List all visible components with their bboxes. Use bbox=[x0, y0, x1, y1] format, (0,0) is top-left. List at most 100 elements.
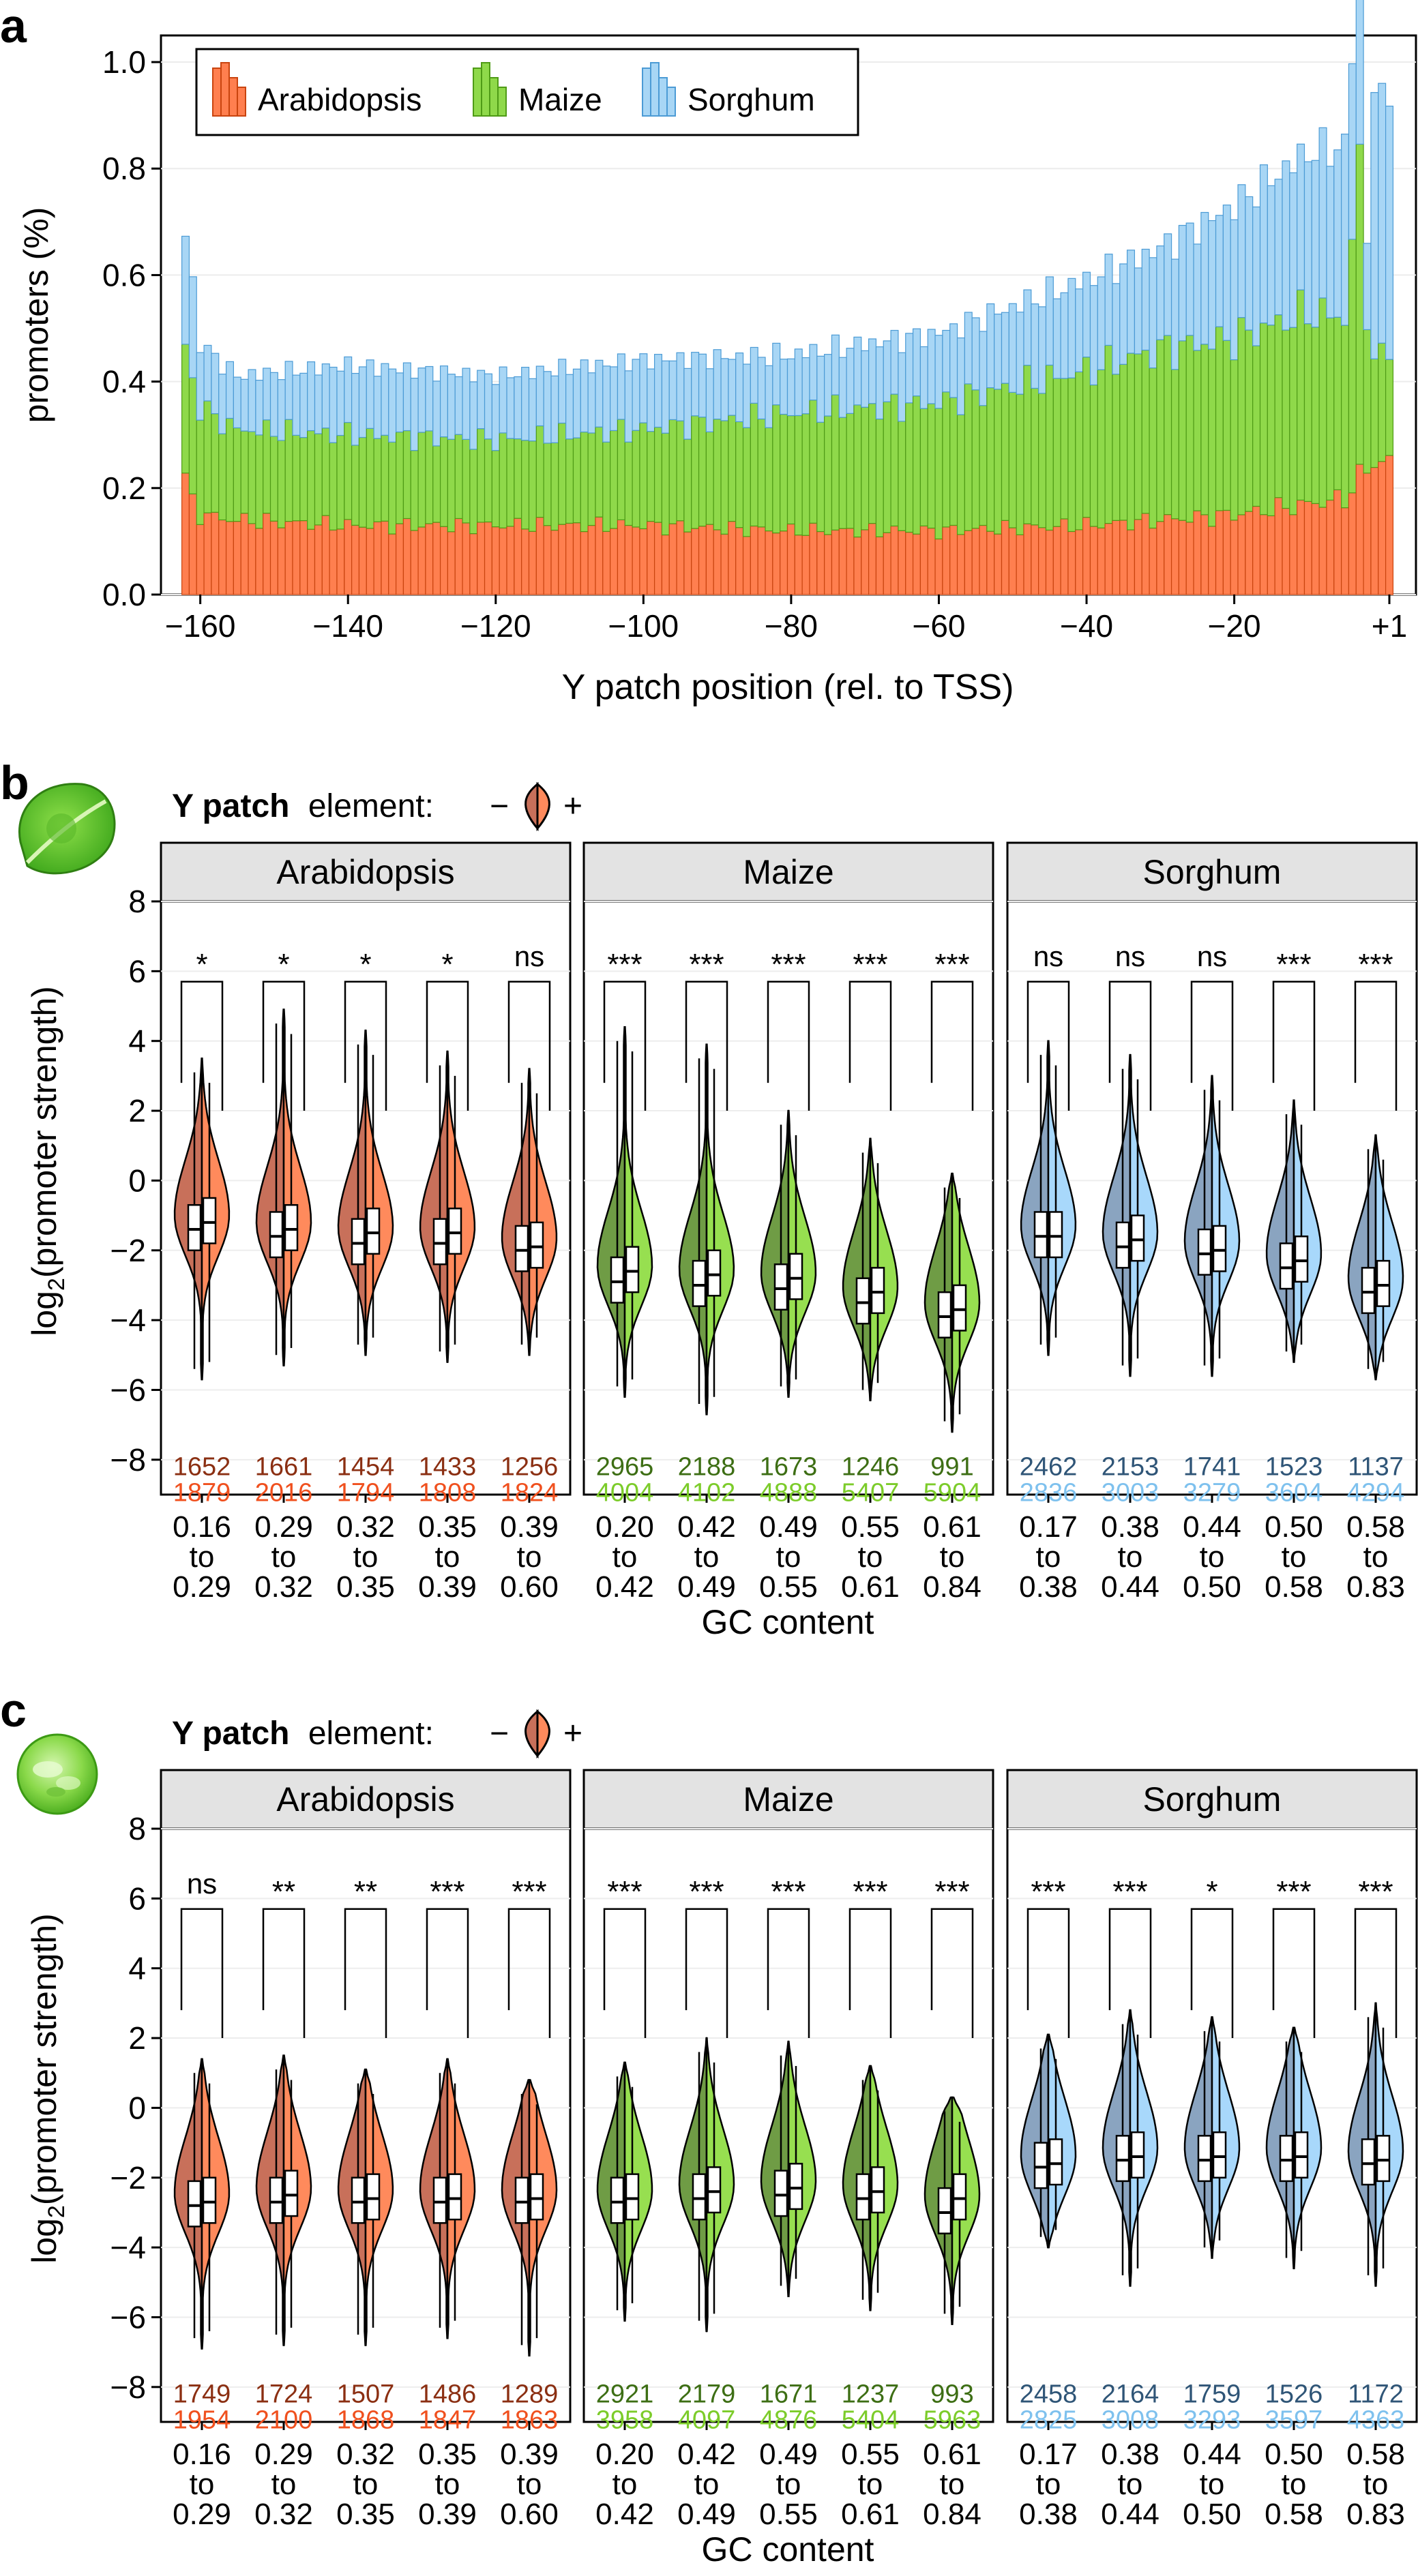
bar-sorghum bbox=[1001, 312, 1009, 384]
significance-bracket bbox=[848, 980, 892, 1111]
bar-maize bbox=[1067, 377, 1076, 533]
bar-maize bbox=[462, 438, 471, 524]
bar-sorghum bbox=[203, 344, 212, 402]
gc-label: 0.38 bbox=[1019, 1570, 1078, 1604]
bar-arabidopsis bbox=[211, 511, 220, 595]
count-minus: 1741 bbox=[1183, 1452, 1241, 1481]
bar-arabidopsis bbox=[1089, 526, 1098, 595]
bar-maize bbox=[211, 413, 220, 513]
bar-arabidopsis bbox=[580, 530, 589, 595]
bar-sorghum bbox=[949, 323, 958, 398]
significance-label: *** bbox=[1112, 1875, 1147, 1908]
bar-sorghum bbox=[1385, 106, 1394, 360]
bar-arabidopsis bbox=[1363, 473, 1372, 595]
bar-sorghum bbox=[1326, 166, 1335, 318]
bar-arabidopsis bbox=[218, 519, 227, 595]
bar-maize bbox=[890, 393, 899, 527]
box bbox=[284, 1203, 299, 1252]
significance-label: *** bbox=[934, 1875, 969, 1908]
bar-arabidopsis bbox=[898, 530, 906, 595]
bar-maize bbox=[898, 421, 906, 531]
bar-maize bbox=[277, 440, 286, 528]
bar-sorghum bbox=[351, 372, 360, 446]
significance-bracket bbox=[180, 1908, 224, 2039]
bar-sorghum bbox=[558, 359, 567, 424]
bar-maize bbox=[1208, 348, 1217, 527]
facet-arabidopsis: Arabidopsisns174919540.16to0.29**1724210… bbox=[160, 1769, 572, 2531]
bar-maize bbox=[676, 420, 685, 522]
bar-maize bbox=[499, 432, 507, 528]
bar-maize bbox=[240, 430, 249, 514]
bar-maize bbox=[218, 433, 227, 521]
box bbox=[529, 2173, 544, 2221]
bar-sorghum bbox=[838, 357, 847, 418]
bar-sorghum bbox=[358, 366, 367, 438]
box bbox=[187, 1203, 202, 1252]
gc-label: 0.44 bbox=[1101, 2498, 1159, 2531]
bar-sorghum bbox=[565, 374, 574, 440]
box bbox=[447, 2173, 462, 2221]
bar-maize bbox=[838, 417, 847, 529]
bar-arabidopsis bbox=[676, 520, 685, 595]
count-minus: 2164 bbox=[1102, 2380, 1159, 2408]
bar-sorghum bbox=[624, 370, 633, 443]
legend-label-arabidopsis: Arabidopsis bbox=[258, 82, 422, 117]
count-minus: 1289 bbox=[501, 2380, 559, 2408]
bar-arabidopsis bbox=[610, 528, 619, 595]
bar-arabidopsis bbox=[558, 524, 567, 595]
bar-maize bbox=[1126, 353, 1136, 530]
bar-maize bbox=[484, 438, 492, 523]
bar-maize bbox=[417, 432, 426, 528]
bar-maize bbox=[1297, 289, 1305, 501]
bar-maize bbox=[255, 434, 264, 529]
significance-bracket bbox=[1108, 980, 1152, 1111]
gc-label: 0.49 bbox=[759, 1510, 818, 1544]
box bbox=[1033, 2142, 1048, 2189]
significance-label: *** bbox=[430, 1875, 464, 1908]
gc-label: to bbox=[1282, 2468, 1307, 2501]
gc-label: 0.61 bbox=[923, 1510, 981, 1544]
bar-sorghum bbox=[794, 348, 803, 417]
significance-bracket bbox=[767, 1908, 810, 2039]
significance-bracket bbox=[507, 980, 551, 1111]
box bbox=[773, 1263, 788, 1311]
bar-maize bbox=[284, 419, 293, 522]
significance-bracket bbox=[1190, 1908, 1234, 2039]
bar-arabidopsis bbox=[1185, 522, 1194, 595]
bar-maize bbox=[1082, 357, 1091, 518]
bar-arabidopsis bbox=[1170, 518, 1179, 595]
bar-sorghum bbox=[329, 366, 338, 443]
count-minus: 1673 bbox=[760, 1452, 818, 1481]
count-minus: 1671 bbox=[760, 2380, 818, 2408]
bar-maize bbox=[661, 432, 670, 536]
bar-sorghum bbox=[1245, 196, 1254, 331]
gc-label: to bbox=[190, 2468, 215, 2501]
bar-sorghum bbox=[1370, 92, 1379, 359]
bar-sorghum bbox=[535, 365, 544, 427]
facet-title: Sorghum bbox=[1143, 853, 1282, 891]
count-minus: 1526 bbox=[1265, 2380, 1323, 2408]
bar-arabidopsis bbox=[469, 533, 478, 595]
box bbox=[1361, 2138, 1376, 2186]
bar-arabidopsis bbox=[942, 526, 951, 595]
bar-sorghum bbox=[1045, 276, 1054, 366]
y-tick-label: −8 bbox=[110, 2369, 146, 2405]
bar-maize bbox=[233, 427, 241, 522]
bar-maize bbox=[469, 449, 478, 535]
gc-label: 0.42 bbox=[677, 1510, 736, 1544]
count-minus: 991 bbox=[930, 1452, 973, 1481]
gc-label: to bbox=[694, 2468, 720, 2501]
gc-label: 0.55 bbox=[841, 2438, 900, 2471]
bar-arabidopsis bbox=[934, 538, 943, 595]
bar-maize bbox=[1385, 359, 1394, 456]
box bbox=[870, 2166, 885, 2214]
bar-maize bbox=[1060, 378, 1069, 520]
bar-arabidopsis bbox=[1200, 514, 1209, 595]
bar-sorghum bbox=[248, 369, 256, 432]
significance-label: *** bbox=[771, 948, 806, 981]
facet-strip bbox=[582, 841, 994, 903]
box bbox=[1130, 2131, 1145, 2179]
bar-arabidopsis bbox=[344, 519, 353, 595]
